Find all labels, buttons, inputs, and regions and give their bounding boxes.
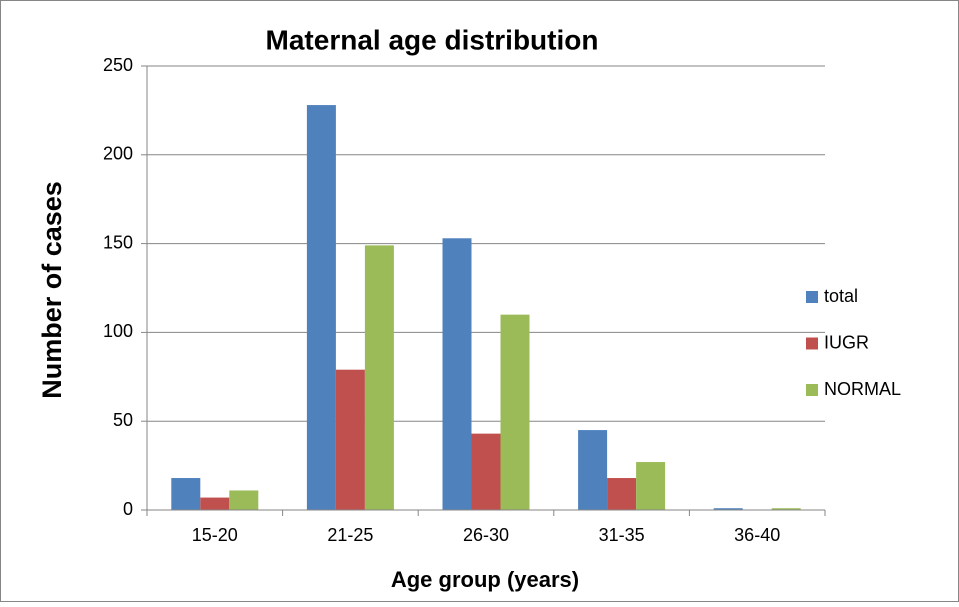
bar	[713, 508, 743, 510]
legend-swatch	[806, 384, 818, 396]
y-tick-label: 100	[103, 321, 133, 341]
legend-swatch	[806, 291, 818, 303]
bar	[306, 105, 336, 511]
legend-label: total	[824, 286, 858, 306]
y-tick-label: 0	[123, 499, 133, 519]
bar	[771, 508, 801, 510]
y-tick-label: 200	[103, 144, 133, 164]
legend-swatch	[806, 337, 818, 350]
legend-label: NORMAL	[824, 379, 901, 399]
bar	[229, 490, 259, 510]
legend-label: IUGR	[824, 332, 869, 352]
x-tick-label: 36-40	[734, 525, 780, 545]
bar	[442, 238, 472, 510]
x-tick-label: 31-35	[599, 525, 645, 545]
y-tick-label: 150	[103, 232, 133, 252]
bar	[500, 314, 530, 510]
x-tick-label: 21-25	[327, 525, 373, 545]
bar	[578, 430, 608, 510]
x-tick-label: 26-30	[463, 525, 509, 545]
x-tick-label: 15-20	[192, 525, 238, 545]
y-tick-label: 50	[113, 410, 133, 430]
bar	[335, 369, 365, 510]
x-axis-label: Age group (years)	[391, 567, 579, 592]
bar	[364, 245, 394, 510]
bar	[471, 433, 501, 510]
bar	[171, 478, 201, 510]
y-axis-label: Number of cases	[37, 181, 67, 399]
bar	[200, 497, 230, 510]
bar	[607, 478, 637, 510]
chart-title: Maternal age distribution	[266, 24, 599, 55]
bar	[636, 462, 666, 510]
y-tick-label: 250	[103, 55, 133, 75]
